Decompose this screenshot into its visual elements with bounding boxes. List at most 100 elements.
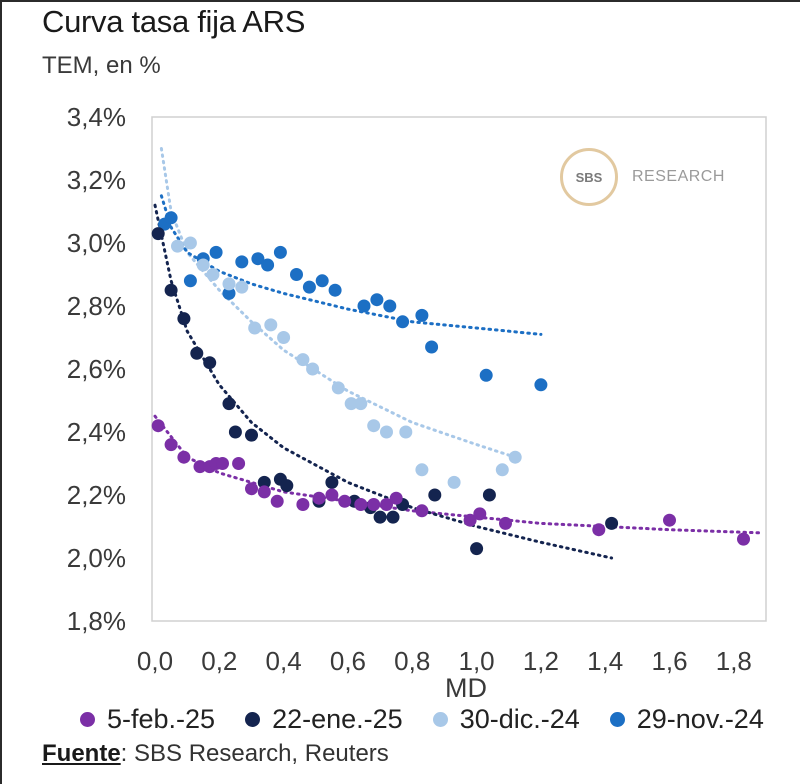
data-point-series-2 — [257, 475, 271, 489]
x-tick-label: 1,0 — [459, 646, 495, 676]
legend-marker-icon — [80, 712, 95, 727]
data-point-series-4 — [357, 299, 371, 313]
data-point-series-1 — [737, 532, 750, 546]
data-point-series-1 — [151, 419, 165, 433]
data-point-series-4 — [415, 308, 429, 322]
data-point-series-1 — [325, 488, 339, 502]
data-point-series-1 — [354, 498, 368, 511]
data-point-series-4 — [315, 274, 329, 288]
y-tick-label: 2,8% — [67, 291, 126, 321]
logo-mark: SBS — [560, 148, 618, 206]
legend-item: 29-nov.-24 — [609, 704, 764, 735]
data-point-series-2 — [482, 488, 496, 502]
x-tick-label: 1,2 — [523, 646, 559, 676]
data-point-series-4 — [370, 293, 384, 307]
legend-label: 5-feb.-25 — [107, 704, 216, 734]
data-point-series-4 — [235, 255, 249, 269]
data-point-series-2 — [222, 397, 236, 411]
data-point-series-3 — [367, 419, 381, 433]
logo-text: RESEARCH — [632, 168, 725, 185]
data-point-series-4 — [251, 252, 265, 266]
y-tick-label: 2,0% — [67, 543, 126, 573]
data-point-series-2 — [245, 428, 258, 442]
data-point-series-2 — [177, 312, 191, 326]
y-tick-label: 2,4% — [67, 417, 126, 447]
data-point-series-3 — [222, 277, 236, 291]
legend-label: 29-nov.-24 — [636, 704, 764, 734]
data-point-series-3 — [248, 321, 262, 335]
trendline-1 — [153, 414, 762, 535]
y-tick-label: 2,6% — [67, 354, 126, 384]
data-point-series-4 — [273, 245, 287, 259]
data-point-series-2 — [151, 227, 165, 241]
legend-item: 22-ene.-25 — [245, 704, 403, 735]
data-point-series-1 — [389, 491, 403, 505]
data-point-series-1 — [338, 494, 352, 508]
y-tick-label: 3,0% — [67, 228, 126, 258]
x-tick-label: 0,6 — [330, 646, 366, 676]
data-point-series-2 — [164, 283, 178, 297]
legend-item: 30-dic.-24 — [432, 704, 580, 735]
data-point-series-1 — [415, 504, 429, 518]
data-point-series-4 — [164, 211, 178, 225]
data-point-series-2 — [470, 542, 484, 556]
data-points — [151, 211, 750, 556]
data-point-series-3 — [415, 463, 429, 477]
legend-label: 22-ene.-25 — [272, 704, 403, 734]
data-point-series-2 — [228, 425, 242, 439]
x-tick-label: 0,4 — [266, 646, 302, 676]
y-axis-ticks: 1,8% 2,0% 2,2% 2,4% 2,6% 2,8% 3,0% 3,2% 3,4% — [67, 102, 126, 636]
y-tick-label: 3,4% — [67, 102, 126, 132]
data-point-series-1 — [312, 491, 326, 505]
data-point-series-2 — [373, 510, 387, 524]
data-point-series-4 — [261, 258, 275, 272]
plot-area — [151, 116, 767, 622]
data-point-series-1 — [592, 523, 606, 537]
data-point-series-4 — [534, 378, 548, 392]
data-point-series-4 — [396, 315, 410, 329]
data-point-series-3 — [495, 463, 509, 477]
x-tick-label: 0,2 — [201, 646, 237, 676]
data-point-series-3 — [399, 425, 413, 439]
data-point-series-1 — [296, 498, 310, 511]
data-point-series-3 — [171, 239, 184, 253]
data-point-series-3 — [354, 397, 368, 411]
trendline-3 — [159, 147, 517, 459]
data-point-series-3 — [183, 236, 197, 250]
x-tick-label: 1,4 — [587, 646, 623, 676]
data-point-series-1 — [216, 457, 229, 470]
y-tick-label: 3,2% — [67, 165, 126, 195]
data-point-series-1 — [164, 438, 178, 452]
legend-marker-icon — [609, 712, 625, 727]
data-point-series-1 — [177, 450, 191, 464]
data-point-series-1 — [257, 485, 271, 499]
data-point-series-1 — [232, 457, 246, 470]
chart-subtitle: TEM, en % — [42, 52, 161, 79]
data-point-series-1 — [663, 513, 676, 527]
legend-marker-icon — [245, 712, 261, 727]
data-point-series-4 — [290, 268, 303, 281]
data-point-series-4 — [479, 368, 493, 382]
data-point-series-1 — [193, 460, 207, 474]
data-point-series-3 — [306, 362, 320, 376]
data-point-series-2 — [325, 475, 339, 489]
x-tick-label: 1,6 — [651, 646, 687, 676]
data-point-series-2 — [605, 516, 619, 530]
data-point-series-1 — [245, 482, 258, 496]
data-point-series-3 — [277, 331, 291, 344]
x-tick-label: 1,8 — [716, 646, 752, 676]
data-point-series-1 — [367, 498, 381, 511]
data-point-series-4 — [328, 283, 342, 297]
data-point-series-4 — [222, 286, 236, 300]
data-point-series-1 — [473, 507, 487, 521]
data-point-series-3 — [206, 268, 220, 281]
x-tick-label: 0,0 — [137, 646, 173, 676]
data-point-series-1 — [270, 494, 284, 508]
y-tick-label: 1,8% — [67, 606, 126, 636]
data-point-series-3 — [296, 353, 310, 367]
data-point-series-3 — [331, 381, 345, 395]
data-point-series-4 — [383, 299, 397, 313]
data-point-series-4 — [302, 280, 316, 294]
